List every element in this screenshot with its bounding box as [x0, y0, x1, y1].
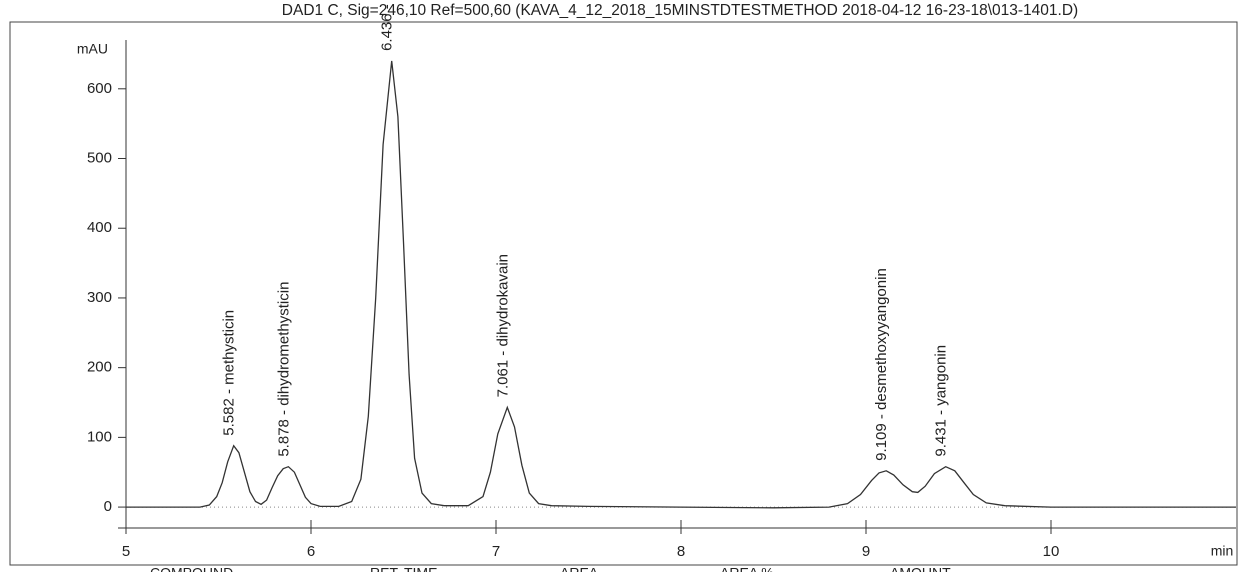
- y-tick-label: 200: [87, 359, 112, 376]
- x-tick-label: 9: [862, 543, 870, 560]
- peak-label: 6.436 - kavain: [379, 0, 396, 51]
- y-axis-label: mAU: [77, 41, 108, 57]
- peak-label: 5.878 - dihydromethysticin: [275, 282, 292, 457]
- y-tick-label: 300: [87, 289, 112, 306]
- peak-label: 9.109 - desmethoxyyangonin: [873, 268, 890, 461]
- trace: [126, 60, 1236, 509]
- footer-header: AMOUNT: [890, 565, 951, 572]
- peak-label: 9.431 - yangonin: [933, 345, 950, 457]
- y-tick-label: 100: [87, 428, 112, 445]
- footer-header: AREA %: [720, 565, 774, 572]
- x-tick-label: 5: [122, 543, 130, 560]
- y-tick-label: 400: [87, 219, 112, 236]
- footer-header: COMPOUND: [150, 565, 233, 572]
- footer-header: AREA: [560, 565, 599, 572]
- x-tick-label: 6: [307, 543, 315, 560]
- x-axis-label: min: [1211, 543, 1234, 559]
- y-tick-label: 600: [87, 80, 112, 97]
- y-tick-label: 0: [104, 498, 112, 515]
- peak-label: 5.582 - methysticin: [221, 310, 238, 436]
- y-tick-label: 500: [87, 149, 112, 166]
- chart-title: DAD1 C, Sig=246,10 Ref=500,60 (KAVA_4_12…: [282, 2, 1078, 19]
- frame: [9, 21, 1238, 566]
- x-tick-label: 7: [492, 543, 500, 560]
- peak-label: 7.061 - dihydrokavain: [494, 254, 511, 397]
- x-tick-label: 10: [1043, 543, 1060, 560]
- x-tick-label: 8: [677, 543, 685, 560]
- footer-header: RET. TIME: [370, 565, 437, 572]
